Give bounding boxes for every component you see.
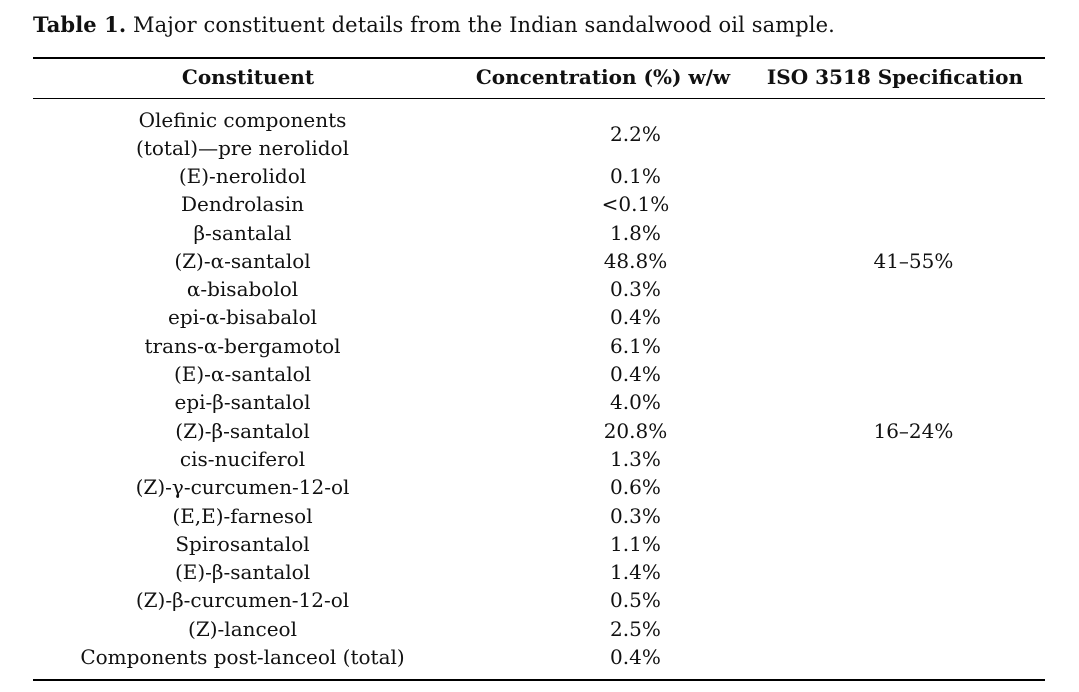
concentration-cell: 0.3% (610, 503, 661, 528)
table-row: trans-α-bergamotol 6.1% (33, 332, 1045, 360)
concentration-cell: 0.4% (610, 305, 661, 330)
table-row: (Z)-β-curcumen-12-ol 0.5% (33, 586, 1045, 614)
table-row: Dendrolasin <0.1% (33, 190, 1045, 218)
table-row: (E)-α-santalol 0.4% (33, 360, 1045, 388)
header-concentration: Concentration (%) w/w (475, 65, 731, 89)
table-row: (E,E)-farnesol 0.3% (33, 502, 1045, 530)
table-bottom-rule (33, 679, 1045, 681)
concentration-cell: 48.8% (603, 248, 668, 273)
table-row: (E)-nerolidol 0.1% (33, 162, 1045, 190)
constituent-cell: epi-α-bisabalol (168, 305, 318, 330)
concentration-cell: 6.1% (610, 333, 661, 358)
constituent-cell: (Z)-α-santalol (174, 248, 311, 273)
concentration-cell: 0.1% (610, 164, 661, 188)
concentration-cell: <0.1% (601, 192, 670, 217)
constituent-cell: Components post-lanceol (total) (80, 645, 405, 670)
table-row: Olefinic components (total)—pre nerolido… (33, 106, 1045, 162)
header-iso-specification: ISO 3518 Specification (766, 65, 1024, 89)
table-row: β-santalal 1.8% (33, 219, 1045, 247)
constituent-cell: Olefinic components (total)—pre nerolido… (33, 106, 452, 162)
table-row: (Z)-lanceol 2.5% (33, 615, 1045, 643)
constituent-cell: (E)-α-santalol (173, 362, 312, 387)
constituent-cell: (E,E)-farnesol (172, 503, 313, 528)
concentration-cell: 0.5% (610, 588, 661, 613)
concentration-cell: 20.8% (603, 418, 668, 443)
concentration-cell: 4.0% (610, 390, 661, 415)
table-body: Olefinic components (total)—pre nerolido… (33, 106, 1045, 671)
iso-cell: 16–24% (873, 418, 954, 443)
constituent-cell: epi-β-santalol (174, 390, 311, 415)
constituent-cell-line: (total)—pre nerolidol (136, 136, 349, 160)
header-constituent: Constituent (181, 65, 315, 89)
table-caption-label: Table 1. (33, 12, 127, 37)
concentration-cell: 1.1% (610, 531, 661, 556)
constituent-cell: β-santalal (193, 220, 292, 245)
constituent-cell: (Z)-γ-curcumen-12-ol (135, 475, 350, 500)
constituent-cell: (E)-β-santalol (174, 560, 311, 585)
concentration-cell: 1.8% (610, 220, 661, 245)
concentration-cell: 2.5% (610, 616, 661, 641)
constituent-cell-line: Olefinic components (138, 108, 347, 132)
concentration-cell: 0.3% (610, 277, 661, 302)
concentration-cell: 1.4% (610, 560, 661, 585)
table-caption: Table 1. Major constituent details from … (33, 12, 835, 37)
iso-cell: 41–55% (873, 248, 954, 273)
table-header-rule (33, 98, 1045, 99)
table-row: (Z)-γ-curcumen-12-ol 0.6% (33, 473, 1045, 501)
constituent-cell: (Z)-lanceol (188, 616, 297, 641)
table-row: Spirosantalol 1.1% (33, 530, 1045, 558)
concentration-cell: 0.6% (610, 475, 661, 500)
concentration-cell: 0.4% (610, 645, 661, 670)
concentration-cell: 2.2% (610, 122, 661, 146)
table-row: epi-α-bisabalol 0.4% (33, 303, 1045, 331)
table-row: (Z)-β-santalol 20.8% 16–24% (33, 417, 1045, 445)
constituent-cell: α-bisabolol (186, 277, 299, 302)
table-row: α-bisabolol 0.3% (33, 275, 1045, 303)
table-caption-text: Major constituent details from the India… (126, 13, 835, 37)
concentration-cell: 0.4% (610, 362, 661, 387)
table-row: epi-β-santalol 4.0% (33, 388, 1045, 416)
constituent-cell: (Z)-β-santalol (175, 418, 310, 443)
constituent-cell: trans-α-bergamotol (144, 333, 341, 358)
constituent-cell: (Z)-β-curcumen-12-ol (135, 588, 350, 613)
table-top-rule (33, 57, 1045, 59)
constituent-cell: Spirosantalol (175, 531, 310, 556)
constituent-cell: (E)-nerolidol (178, 164, 307, 188)
table-row: Components post-lanceol (total) 0.4% (33, 643, 1045, 671)
table-row: (Z)-α-santalol 48.8% 41–55% (33, 247, 1045, 275)
constituent-cell: Dendrolasin (181, 192, 305, 217)
constituent-cell: cis-nuciferol (179, 446, 306, 471)
table-row: cis-nuciferol 1.3% (33, 445, 1045, 473)
table-row: (E)-β-santalol 1.4% (33, 558, 1045, 586)
concentration-cell: 1.3% (610, 446, 661, 471)
